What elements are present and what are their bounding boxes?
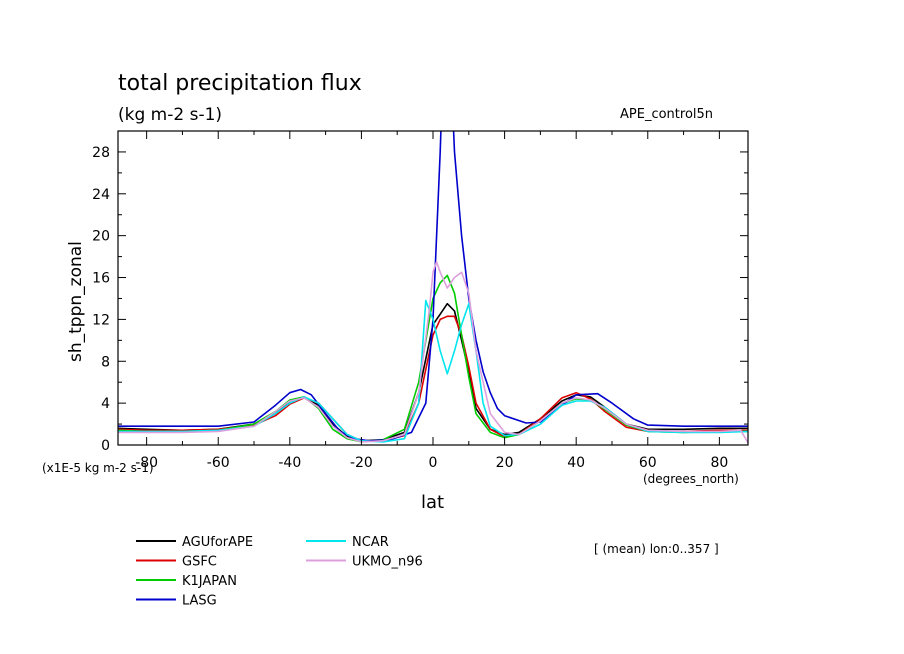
series-line-gsfc (118, 315, 748, 442)
series-line-ncar (118, 299, 748, 443)
y-tick-label: 8 (101, 354, 110, 370)
y-tick-label: 16 (92, 271, 110, 287)
legend-label: K1JAPAN (182, 574, 237, 589)
y-axis-label: sh_tppn_zonal (66, 241, 86, 362)
y-tick-label: 24 (92, 187, 110, 203)
x-tick-label: 0 (429, 455, 438, 471)
x-tick-label: -80 (135, 455, 158, 471)
ticks-layer: -80 -60 -40 -20 0 20 40 60 80 0 4 8 12 16 20 24 28 (92, 130, 748, 471)
y-tick-label: 4 (101, 396, 110, 412)
series-line-k1japan (118, 274, 748, 443)
y-axis-units: (x1E-5 kg m-2 s-1) (42, 461, 154, 475)
averaging-note: [ (mean) lon:0..357 ] (594, 542, 719, 556)
legend-label: NCAR (352, 535, 389, 550)
x-tick-label: -60 (207, 455, 230, 471)
y-tick-label: 20 (92, 229, 110, 245)
legend: AGUforAPE GSFC K1JAPAN LASG NCAR UKMO_n96 (136, 535, 423, 609)
x-tick-label: -40 (278, 455, 301, 471)
x-tick-label: 60 (639, 455, 657, 471)
y-tick-label: 0 (101, 438, 110, 454)
chart-title: total precipitation flux (118, 71, 362, 96)
chart-subtitle: (kg m-2 s-1) (118, 105, 222, 125)
x-tick-label: 80 (710, 455, 728, 471)
legend-label: UKMO_n96 (352, 555, 423, 570)
legend-label: AGUforAPE (182, 535, 253, 550)
plot-frame (117, 130, 749, 446)
y-tick-label: 12 (92, 312, 110, 328)
x-tick-label: 40 (567, 455, 585, 471)
x-tick-label: 20 (496, 455, 514, 471)
x-axis-units: (degrees_north) (643, 472, 739, 486)
dataset-label: APE_control5n (620, 107, 713, 122)
legend-label: LASG (182, 594, 217, 609)
y-tick-label: 28 (92, 145, 110, 161)
series-layer (118, 131, 748, 444)
legend-label: GSFC (182, 555, 217, 570)
series-line-lasg (118, 131, 748, 442)
x-axis-label: lat (421, 492, 444, 513)
series-line-ukmo_n96 (118, 260, 748, 444)
x-tick-label: -20 (350, 455, 373, 471)
